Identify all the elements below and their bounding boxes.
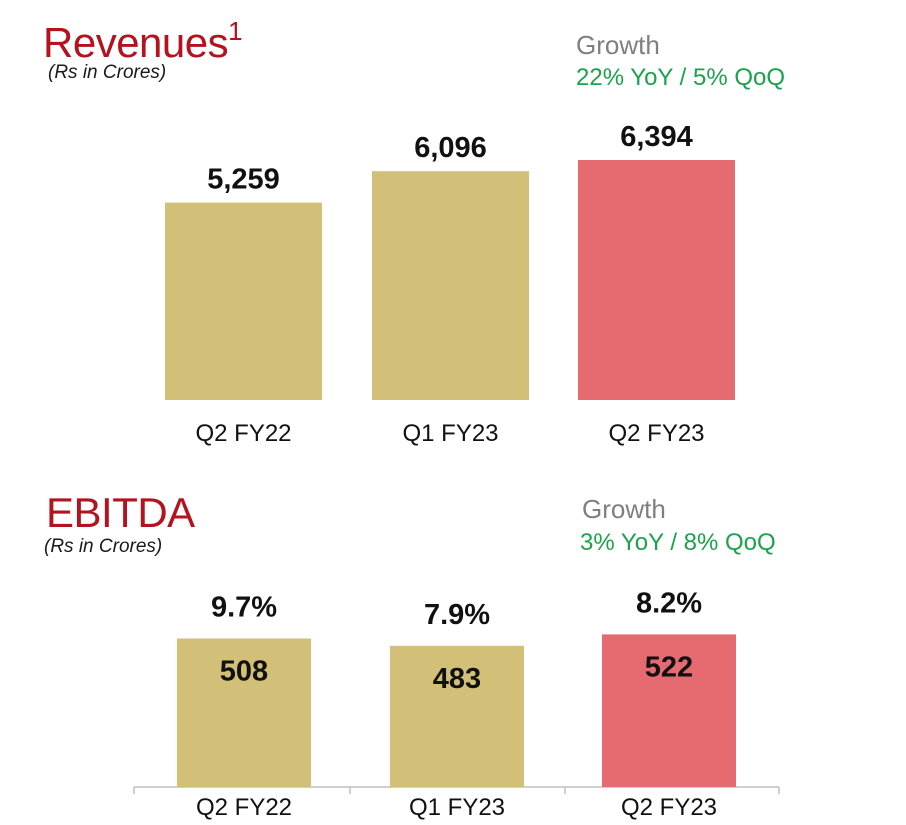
ebitda-margin-label: 8.2% — [636, 587, 702, 619]
ebitda-growth-value: 3% YoY / 8% QoQ — [580, 529, 776, 556]
ebitda-title: EBITDA — [46, 489, 195, 536]
revenues-growth-label: Growth — [576, 30, 660, 60]
ebitda-subtitle: (Rs in Crores) — [44, 536, 163, 557]
revenues-value-label: 5,259 — [207, 164, 280, 196]
ebitda-bar — [390, 645, 524, 787]
revenues-growth-value: 22% YoY / 5% QoQ — [576, 64, 786, 91]
ebitda-value-label: 508 — [220, 655, 268, 687]
revenues-bar — [372, 171, 529, 400]
revenues-title-text: Revenues — [43, 19, 229, 66]
revenues-footnote-marker: 1 — [228, 16, 243, 46]
ebitda-margin-label: 9.7% — [211, 591, 277, 623]
revenues-bar — [165, 202, 322, 400]
revenues-subtitle: (Rs in Crores) — [48, 62, 167, 83]
ebitda-value-label: 522 — [645, 651, 693, 683]
ebitda-category-label: Q1 FY23 — [409, 794, 505, 821]
ebitda-category-label: Q2 FY23 — [621, 794, 717, 821]
revenues-bar — [578, 159, 735, 400]
ebitda-growth-label: Growth — [582, 494, 666, 524]
ebitda-margin-label: 7.9% — [424, 599, 490, 631]
revenues-value-label: 6,096 — [414, 132, 487, 164]
ebitda-bar — [177, 638, 311, 787]
ebitda-value-label: 483 — [433, 663, 481, 695]
revenues-value-label: 6,394 — [620, 121, 693, 153]
revenues-category-label: Q1 FY23 — [402, 420, 498, 447]
ebitda-bar — [602, 634, 736, 787]
revenues-title: Revenues1 — [43, 18, 243, 66]
revenues-category-label: Q2 FY22 — [195, 420, 291, 447]
ebitda-category-label: Q2 FY22 — [196, 794, 292, 821]
revenues-category-label: Q2 FY23 — [608, 420, 704, 447]
